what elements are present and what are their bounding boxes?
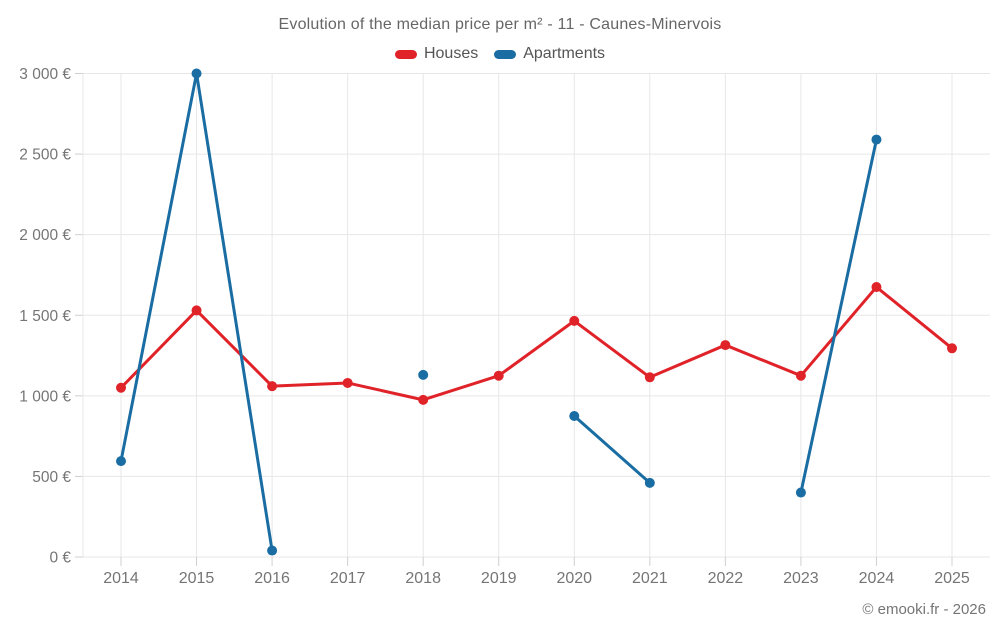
apartments-point-2020[interactable] (569, 410, 580, 421)
y-axis-label: 0 € (49, 550, 71, 567)
x-axis-label: 2022 (708, 570, 744, 587)
x-axis-label: 2024 (859, 570, 895, 587)
houses-point-2017[interactable] (342, 377, 353, 388)
houses-point-2019[interactable] (493, 370, 504, 381)
apartments-point-2015[interactable] (191, 68, 202, 79)
apartments-point-2014[interactable] (116, 456, 126, 467)
legend-label-houses: Houses (423, 45, 479, 62)
x-axis-label: 2023 (783, 570, 819, 587)
x-axis-label: 2020 (556, 570, 592, 587)
houses-point-2023[interactable] (795, 370, 806, 381)
y-axis-label: 2 500 € (19, 147, 71, 164)
copyright: © emooki.fr - 2026 (862, 601, 986, 618)
x-axis-label: 2025 (934, 570, 970, 587)
apartments-point-2016[interactable] (267, 545, 278, 556)
x-axis-label: 2021 (632, 570, 668, 587)
houses-point-2014[interactable] (116, 382, 126, 393)
houses-point-2015[interactable] (191, 305, 202, 316)
x-axis-label: 2014 (103, 570, 139, 587)
x-axis-label: 2018 (405, 570, 441, 587)
apartments-swatch-icon (494, 49, 517, 59)
houses-point-2021[interactable] (644, 372, 655, 383)
apartments-point-2021[interactable] (644, 477, 655, 488)
y-axis-label: 2 000 € (19, 227, 71, 244)
apartments-line (572, 414, 652, 485)
houses-point-2016[interactable] (267, 381, 278, 392)
x-axis-label: 2016 (254, 570, 290, 587)
houses-point-2018[interactable] (418, 394, 429, 405)
y-axis-label: 1 500 € (19, 308, 71, 325)
apartments-point-2018[interactable] (418, 369, 429, 380)
legend-label-apartments: Apartments (523, 45, 606, 62)
houses-line (119, 285, 954, 402)
y-axis-label: 500 € (32, 469, 71, 486)
x-axis-label: 2017 (330, 570, 366, 587)
apartments-point-2023[interactable] (795, 487, 806, 498)
chart-title: Evolution of the median price per m² - 1… (278, 16, 722, 33)
houses-swatch-icon (394, 49, 417, 59)
legend-item-houses[interactable]: Houses (394, 45, 479, 63)
houses-point-2022[interactable] (720, 340, 731, 351)
y-axis-label: 1 000 € (19, 388, 71, 405)
houses-point-2020[interactable] (569, 315, 580, 326)
apartments-point-2024[interactable] (871, 134, 882, 145)
apartments-line (799, 138, 878, 495)
x-axis-label: 2015 (179, 570, 215, 587)
legend: Houses Apartments (0, 45, 1000, 63)
legend-item-apartments[interactable]: Apartments (494, 45, 605, 63)
houses-point-2024[interactable] (871, 282, 882, 293)
y-axis-label: 3 000 € (19, 66, 71, 83)
x-axis-label: 2019 (481, 570, 517, 587)
houses-point-2025[interactable] (947, 343, 957, 354)
